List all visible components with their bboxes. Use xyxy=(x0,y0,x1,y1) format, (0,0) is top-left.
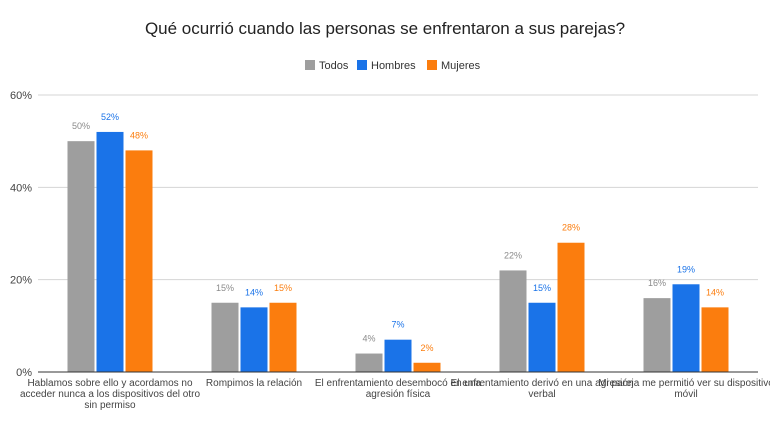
bars xyxy=(67,131,729,372)
data-label-hombres-0: 52% xyxy=(101,112,119,122)
category-label-line: sin permiso xyxy=(84,400,136,411)
category-label-1: Rompimos la relación xyxy=(206,378,302,389)
category-labels: Hablamos sobre ello y acordamos no accede… xyxy=(20,378,770,411)
category-label-line: Mi pareja me permitió ver su dispositivo xyxy=(598,378,770,389)
y-tick-label-0: 0% xyxy=(16,367,32,379)
category-label-line: El enfrentamiento derivó en una agresión xyxy=(451,378,634,389)
bar-todos-0 xyxy=(67,141,95,372)
category-label-0: Hablamos sobre ello y acordamos no accede… xyxy=(20,378,201,411)
category-label-3: El enfrentamiento derivó en una agresión… xyxy=(451,378,634,400)
y-axis-ticks: 0% 20% 40% 60% xyxy=(10,90,32,379)
category-label-2: El enfrentamiento desembocó en una agresi… xyxy=(315,378,482,400)
bar-mujeres-0 xyxy=(125,150,153,372)
legend-swatch-2 xyxy=(427,60,437,70)
data-label-mujeres-3: 28% xyxy=(562,223,580,233)
bar-todos-1 xyxy=(211,302,239,372)
category-label-line: El enfrentamiento desembocó en una xyxy=(315,378,482,389)
y-tick-label-1: 20% xyxy=(10,275,32,287)
bar-hombres-1 xyxy=(240,307,268,372)
legend: Todos Hombres Mujeres xyxy=(305,60,481,72)
data-label-todos-3: 22% xyxy=(504,250,522,260)
data-label-todos-4: 16% xyxy=(648,278,666,288)
bar-hombres-3 xyxy=(528,302,556,372)
bar-mujeres-1 xyxy=(269,302,297,372)
y-tick-label-3: 60% xyxy=(10,90,32,102)
bar-mujeres-4 xyxy=(701,307,729,372)
chart-title: Qué ocurrió cuando las personas se enfre… xyxy=(145,19,625,38)
category-label-line: agresión física xyxy=(366,389,431,400)
legend-swatch-0 xyxy=(305,60,315,70)
data-label-mujeres-0: 48% xyxy=(130,130,148,140)
category-label-line: Rompimos la relación xyxy=(206,378,302,389)
data-label-todos-2: 4% xyxy=(362,334,375,344)
data-label-mujeres-1: 15% xyxy=(274,283,292,293)
legend-label-2: Mujeres xyxy=(441,60,481,72)
data-label-hombres-4: 19% xyxy=(677,264,695,274)
bar-todos-2 xyxy=(355,353,383,372)
category-label-line: acceder nunca a los dispositivos del otr… xyxy=(20,389,201,400)
data-label-todos-0: 50% xyxy=(72,121,90,131)
bar-mujeres-3 xyxy=(557,242,585,372)
bar-hombres-2 xyxy=(384,339,412,372)
data-label-todos-1: 15% xyxy=(216,283,234,293)
y-tick-label-2: 40% xyxy=(10,182,32,194)
category-label-line: Hablamos sobre ello y acordamos no xyxy=(27,378,193,389)
data-label-hombres-1: 14% xyxy=(245,287,263,297)
bar-todos-3 xyxy=(499,270,527,372)
legend-label-1: Hombres xyxy=(371,60,416,72)
legend-label-0: Todos xyxy=(319,60,349,72)
data-label-mujeres-4: 14% xyxy=(706,287,724,297)
category-label-4: Mi pareja me permitió ver su dispositivo… xyxy=(598,378,770,400)
data-label-hombres-3: 15% xyxy=(533,283,551,293)
category-label-line: móvil xyxy=(674,389,697,400)
data-label-hombres-2: 7% xyxy=(391,320,404,330)
data-labels: 50% 52% 48% 15% 14% 15% 4% 7% 2% 22% 15% 28% 16% 19% 1… xyxy=(72,112,724,353)
legend-swatch-1 xyxy=(357,60,367,70)
bar-hombres-0 xyxy=(96,131,124,372)
bar-todos-4 xyxy=(643,298,671,372)
category-label-line: verbal xyxy=(528,389,555,400)
gridlines xyxy=(38,94,758,281)
bar-mujeres-2 xyxy=(413,362,441,372)
data-label-mujeres-2: 2% xyxy=(420,343,433,353)
bar-hombres-4 xyxy=(672,284,700,372)
